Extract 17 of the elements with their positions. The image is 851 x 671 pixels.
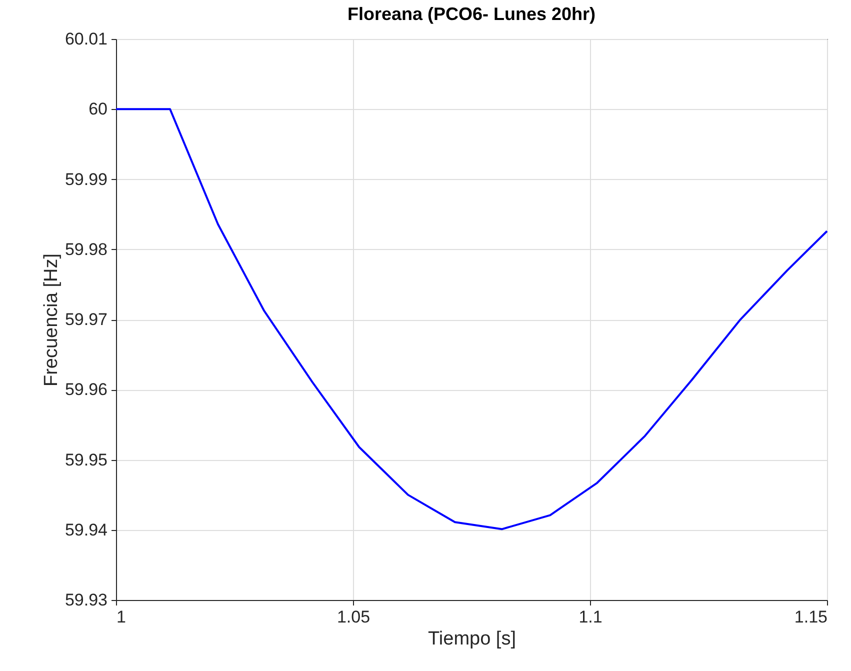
y-tick-label: 59.94	[64, 520, 108, 540]
y-tick-label: 60	[88, 100, 108, 119]
x-tick-label: 1.1	[578, 608, 602, 626]
x-tick-label: 1.15	[794, 608, 828, 626]
y-tick-label: 59.93	[64, 590, 108, 610]
y-tick-label: 59.96	[64, 380, 108, 400]
line-series	[115, 108, 828, 530]
chart-title: Floreana (PCO6- Lunes 20hr)	[347, 4, 596, 24]
y-tick-label: 60.01	[64, 30, 108, 48]
y-tick-label: 59.98	[64, 240, 108, 259]
x-tick-label: 1.05	[336, 608, 370, 626]
y-axis-title: Frecuencia [Hz]	[40, 253, 62, 387]
y-tick-label: 59.95	[64, 450, 108, 470]
x-tick-label: 1	[116, 608, 126, 626]
y-tick-label: 59.97	[64, 310, 108, 329]
y-tick-label: 59.99	[64, 170, 108, 189]
x-axis-title: Tiempo [s]	[428, 628, 516, 650]
